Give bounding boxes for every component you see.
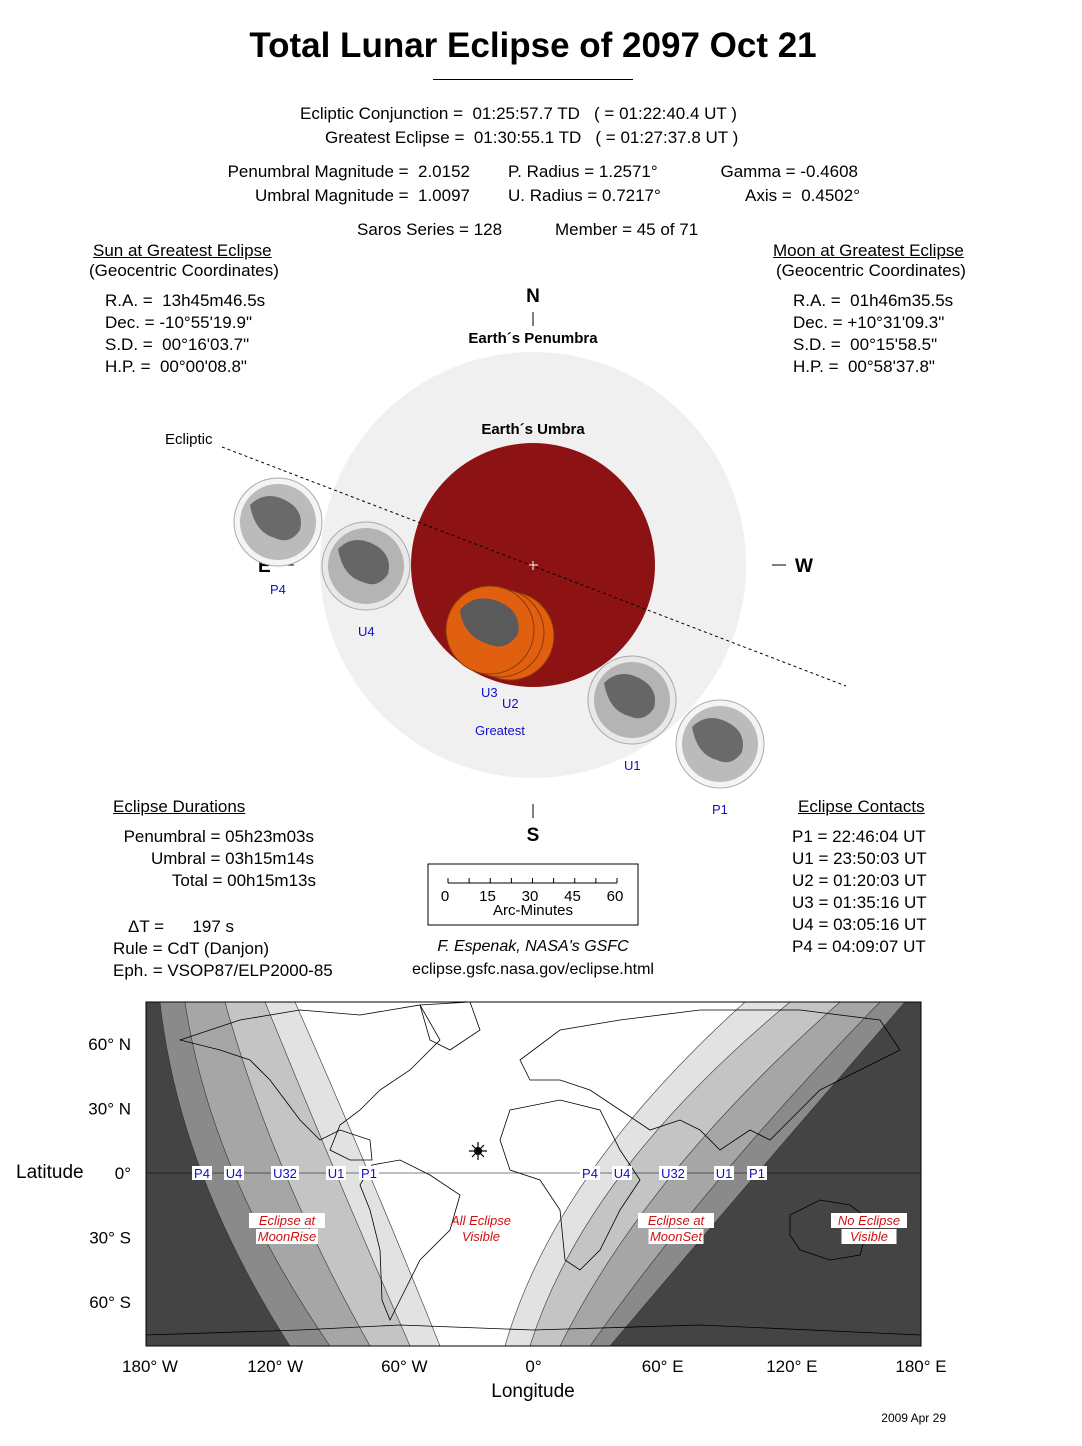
sun-hp: H.P. = 00°00'08.8": [105, 357, 247, 376]
contact-label-u2: U2: [502, 696, 519, 711]
moon-hp: H.P. = 00°58'37.8": [793, 357, 935, 376]
contact-u3: U3 = 01:35:16 UT: [792, 893, 927, 912]
contact-label-u4: U4: [358, 624, 375, 639]
contact-label-u1: U1: [624, 758, 641, 773]
moon-ra: R.A. = 01h46m35.5s: [793, 291, 954, 310]
moon-p1: [675, 699, 765, 789]
moon-dec: Dec. = +10°31'09.3": [793, 313, 945, 332]
contact-label-p4: P4: [270, 582, 286, 597]
moon-u4: [321, 521, 411, 611]
delta-t: ΔT = 197 s: [128, 917, 235, 936]
ecliptic-conjunction: Ecliptic Conjunction = 01:25:57.7 TD ( =…: [300, 104, 737, 123]
west-label: W: [795, 556, 813, 577]
contact-p1: P1 = 22:46:04 UT: [792, 827, 926, 846]
ecliptic-label: Ecliptic: [165, 431, 213, 448]
duration-penumbral: Penumbral = 05h23m03s: [123, 827, 314, 846]
scale-tick-label: 15: [479, 888, 496, 905]
page-title: Total Lunar Eclipse of 2097 Oct 21: [249, 26, 817, 65]
moon-sd: S.D. = 00°15'58.5": [793, 335, 938, 354]
sun-ra: R.A. = 13h45m46.5s: [105, 291, 266, 310]
umbra-label: Earth´s Umbra: [481, 421, 585, 438]
gamma: Gamma = -0.4608: [720, 162, 859, 181]
scale-tick-label: 0: [441, 888, 449, 905]
contacts-heading: Eclipse Contacts: [798, 797, 925, 816]
south-label: S: [527, 825, 540, 846]
contact-u2: U2 = 01:20:03 UT: [792, 871, 927, 890]
rule: Rule = CdT (Danjon): [113, 939, 270, 958]
scale-unit: Arc-Minutes: [492, 902, 574, 919]
axis: Axis = 0.4502°: [744, 186, 860, 205]
durations-heading: Eclipse Durations: [113, 797, 246, 816]
moon-u1: [587, 655, 677, 745]
p-radius: P. Radius = 1.2571°: [508, 162, 658, 181]
contact-u4: U4 = 03:05:16 UT: [792, 915, 927, 934]
contact-label-u3: U3: [481, 685, 498, 700]
scale-box: [427, 863, 639, 926]
saros-member: Member = 45 of 71: [555, 220, 699, 239]
duration-umbral: Umbral = 03h15m14s: [150, 849, 314, 868]
contact-label-p1: P1: [712, 802, 728, 817]
saros-series: Saros Series = 128: [357, 220, 503, 239]
title-underline: [433, 79, 633, 80]
moon-u2: [445, 585, 535, 675]
u-radius: U. Radius = 0.7217°: [508, 186, 661, 205]
greatest-eclipse-time: Greatest Eclipse = 01:30:55.1 TD ( = 01:…: [325, 128, 739, 147]
credit-url: eclipse.gsfc.nasa.gov/eclipse.html: [412, 961, 654, 978]
sun-sd: S.D. = 00°16'03.7": [105, 335, 250, 354]
contact-u1: U1 = 23:50:03 UT: [792, 849, 927, 868]
penumbra-label: Earth´s Penumbra: [468, 330, 598, 347]
sun-dec: Dec. = -10°55'19.9": [105, 313, 252, 332]
duration-total: Total = 00h15m13s: [171, 871, 316, 890]
shadow-center-cross: [529, 561, 538, 570]
moon-heading: Moon at Greatest Eclipse: [773, 241, 964, 260]
contact-label-greatest: Greatest: [475, 723, 525, 738]
credit-author: F. Espenak, NASA's GSFC: [437, 938, 629, 955]
umbral-magnitude: Umbral Magnitude = 1.0097: [255, 186, 470, 205]
scale-tick-label: 30: [522, 888, 539, 905]
scale-tick-label: 60: [607, 888, 624, 905]
scale-ticks: 0 15 30 45 60: [441, 878, 624, 905]
sun-subheading: (Geocentric Coordinates): [89, 261, 279, 280]
ephemeris: Eph. = VSOP87/ELP2000-85: [113, 961, 333, 980]
contact-p4: P4 = 04:09:07 UT: [792, 937, 926, 956]
penumbral-magnitude: Penumbral Magnitude = 2.0152: [227, 162, 470, 181]
sun-heading: Sun at Greatest Eclipse: [93, 241, 272, 260]
north-label: N: [526, 286, 540, 307]
scale-tick-label: 45: [564, 888, 581, 905]
moon-subheading: (Geocentric Coordinates): [776, 261, 966, 280]
moon-p4: [233, 477, 323, 567]
